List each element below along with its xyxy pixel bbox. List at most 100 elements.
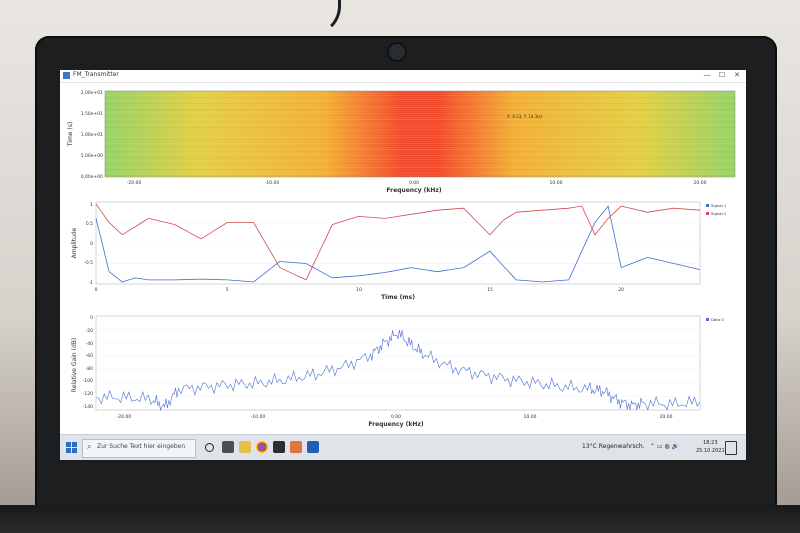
spectrogram-ylabel: Time (s) [67, 122, 74, 147]
gain-frame [95, 315, 701, 411]
legend-label-signal-1: Signal 1 [711, 203, 727, 208]
gain-xtick: -20.00 [117, 414, 132, 420]
gain-xtick: 20.00 [660, 414, 673, 420]
spectrogram-row [105, 97, 735, 98]
windows-start-icon[interactable] [66, 442, 77, 453]
window-titlebar: FM_Transmitter — ☐ ✕ [60, 70, 746, 83]
folder-icon[interactable] [239, 441, 251, 453]
spectrogram-row [105, 95, 735, 96]
legend-swatch-signal-1 [706, 204, 709, 207]
amplitude-xtick: 10 [356, 287, 362, 293]
spectrogram-image [105, 91, 735, 177]
spectrogram-row [105, 101, 735, 102]
gain-plot[interactable]: Relative Gain (dB) 0 -20 -40 -60 -80 -10… [60, 310, 746, 430]
spectrogram-row [105, 111, 735, 112]
weather-status[interactable]: 13°C Regenwahrsch. [582, 443, 645, 450]
gain-ylabel: Relative Gain (dB) [71, 338, 78, 392]
series-line-data-0 [95, 329, 701, 412]
file-explorer-icon[interactable] [222, 441, 234, 453]
amplitude-ytick: -1 [89, 280, 94, 286]
clock-date: 25.10.2021 [696, 448, 725, 454]
spectrogram-plot[interactable]: Time (s) 2.00e+01 1.50e+01 1.00e+01 5.00… [60, 83, 746, 197]
spectrogram-row [105, 159, 735, 160]
spectrogram-svg: Time (s) 2.00e+01 1.50e+01 1.00e+01 5.00… [67, 90, 736, 194]
spectrogram-row [105, 107, 735, 108]
webcam [387, 42, 407, 62]
spectrogram-row [105, 169, 735, 170]
spectrogram-row [105, 135, 735, 136]
spectrogram-stripes [105, 91, 735, 176]
notification-icon[interactable] [725, 441, 737, 455]
taskbar-search-box[interactable]: ⌕ Zur Suche Text hier eingeben [82, 439, 196, 458]
spectrogram-row [105, 93, 735, 94]
spectrogram-row [105, 133, 735, 134]
gain-ytick: -140 [83, 404, 93, 410]
spectrogram-row [105, 155, 735, 156]
maximize-button[interactable]: ☐ [718, 71, 726, 79]
gain-svg: Relative Gain (dB) 0 -20 -40 -60 -80 -10… [71, 315, 724, 428]
cable [255, 0, 341, 36]
spectrogram-row [105, 117, 735, 118]
gain-ytick: -100 [83, 378, 93, 384]
spectrogram-xlabel: Frequency (kHz) [386, 187, 441, 194]
search-icon: ⌕ [87, 442, 92, 451]
taskbar-clock[interactable]: 18:23 25.10.2021 [696, 439, 725, 455]
task-view-icon[interactable] [205, 443, 214, 452]
clock-time: 18:23 [703, 440, 718, 446]
gain-xtick: -10.00 [251, 414, 266, 420]
spectrogram-row [105, 105, 735, 106]
spectrogram-row [105, 173, 735, 174]
spectrogram-row [105, 157, 735, 158]
amplitude-xtick: 0 [95, 287, 98, 293]
outlook-icon[interactable] [307, 441, 319, 453]
spectrogram-row [105, 109, 735, 110]
chrome-icon[interactable] [256, 441, 268, 453]
amplitude-ytick: -0.5 [84, 260, 93, 266]
gain-ytick: -120 [83, 391, 93, 397]
spectrogram-row [105, 131, 735, 132]
spectrogram-xtick: -20.00 [127, 180, 142, 186]
gain-ytick: 0 [90, 315, 93, 321]
spectrogram-row [105, 113, 735, 114]
gain-xtick: 0.00 [391, 414, 401, 420]
spectrogram-row [105, 149, 735, 150]
spectrogram-row [105, 139, 735, 140]
amplitude-plot[interactable]: Amplitude 1 0.5 0 -0.5 -1 0 5 10 15 20 T… [60, 198, 746, 302]
gain-xtick: 10.00 [524, 414, 537, 420]
matlab-icon[interactable] [290, 441, 302, 453]
cursor-readout: X: 6.53, Y: 14.3(s) [507, 114, 543, 119]
spectrogram-row [105, 161, 735, 162]
spectrogram-row [105, 127, 735, 128]
gain-ytick: -20 [86, 328, 93, 334]
tray-icons[interactable]: ⌃ ▭ ◍ 🔊 [650, 443, 680, 450]
windows-taskbar: ⌕ Zur Suche Text hier eingeben 13°C Rege… [60, 434, 746, 460]
amplitude-xtick: 15 [487, 287, 493, 293]
amplitude-grid [96, 222, 700, 264]
spectrogram-xtick: 0.00 [409, 180, 419, 186]
spectrogram-xtick: 20.00 [694, 180, 707, 186]
spectrogram-ytick: 2.00e+01 [81, 90, 103, 96]
spectrogram-xtick: -10.00 [265, 180, 280, 186]
series-line-signal-2 [95, 203, 701, 281]
spectrogram-ytick: 5.00e+00 [81, 153, 103, 159]
close-button[interactable]: ✕ [734, 71, 740, 79]
minimize-button[interactable]: — [703, 71, 711, 79]
spectrogram-xtick: 10.00 [550, 180, 563, 186]
spectrogram-ytick: 0.00e+00 [81, 174, 103, 180]
terminal-icon[interactable] [273, 441, 285, 453]
spectrogram-row [105, 153, 735, 154]
amplitude-ytick: 0.5 [86, 221, 93, 227]
laptop-screen: FM_Transmitter — ☐ ✕ Time [60, 70, 746, 460]
spectrogram-row [105, 129, 735, 130]
spectrogram-row [105, 121, 735, 122]
spectrogram-row [105, 143, 735, 144]
gain-ytick: -40 [86, 341, 93, 347]
gain-ytick: -80 [86, 366, 93, 372]
gain-xlabel: Frequency (kHz) [368, 421, 423, 428]
amplitude-ytick: 0 [90, 241, 93, 247]
spectrogram-row [105, 141, 735, 142]
spectrogram-row [105, 151, 735, 152]
spectrogram-row [105, 163, 735, 164]
gain-grid [96, 329, 700, 397]
amplitude-ylabel: Amplitude [71, 227, 78, 258]
